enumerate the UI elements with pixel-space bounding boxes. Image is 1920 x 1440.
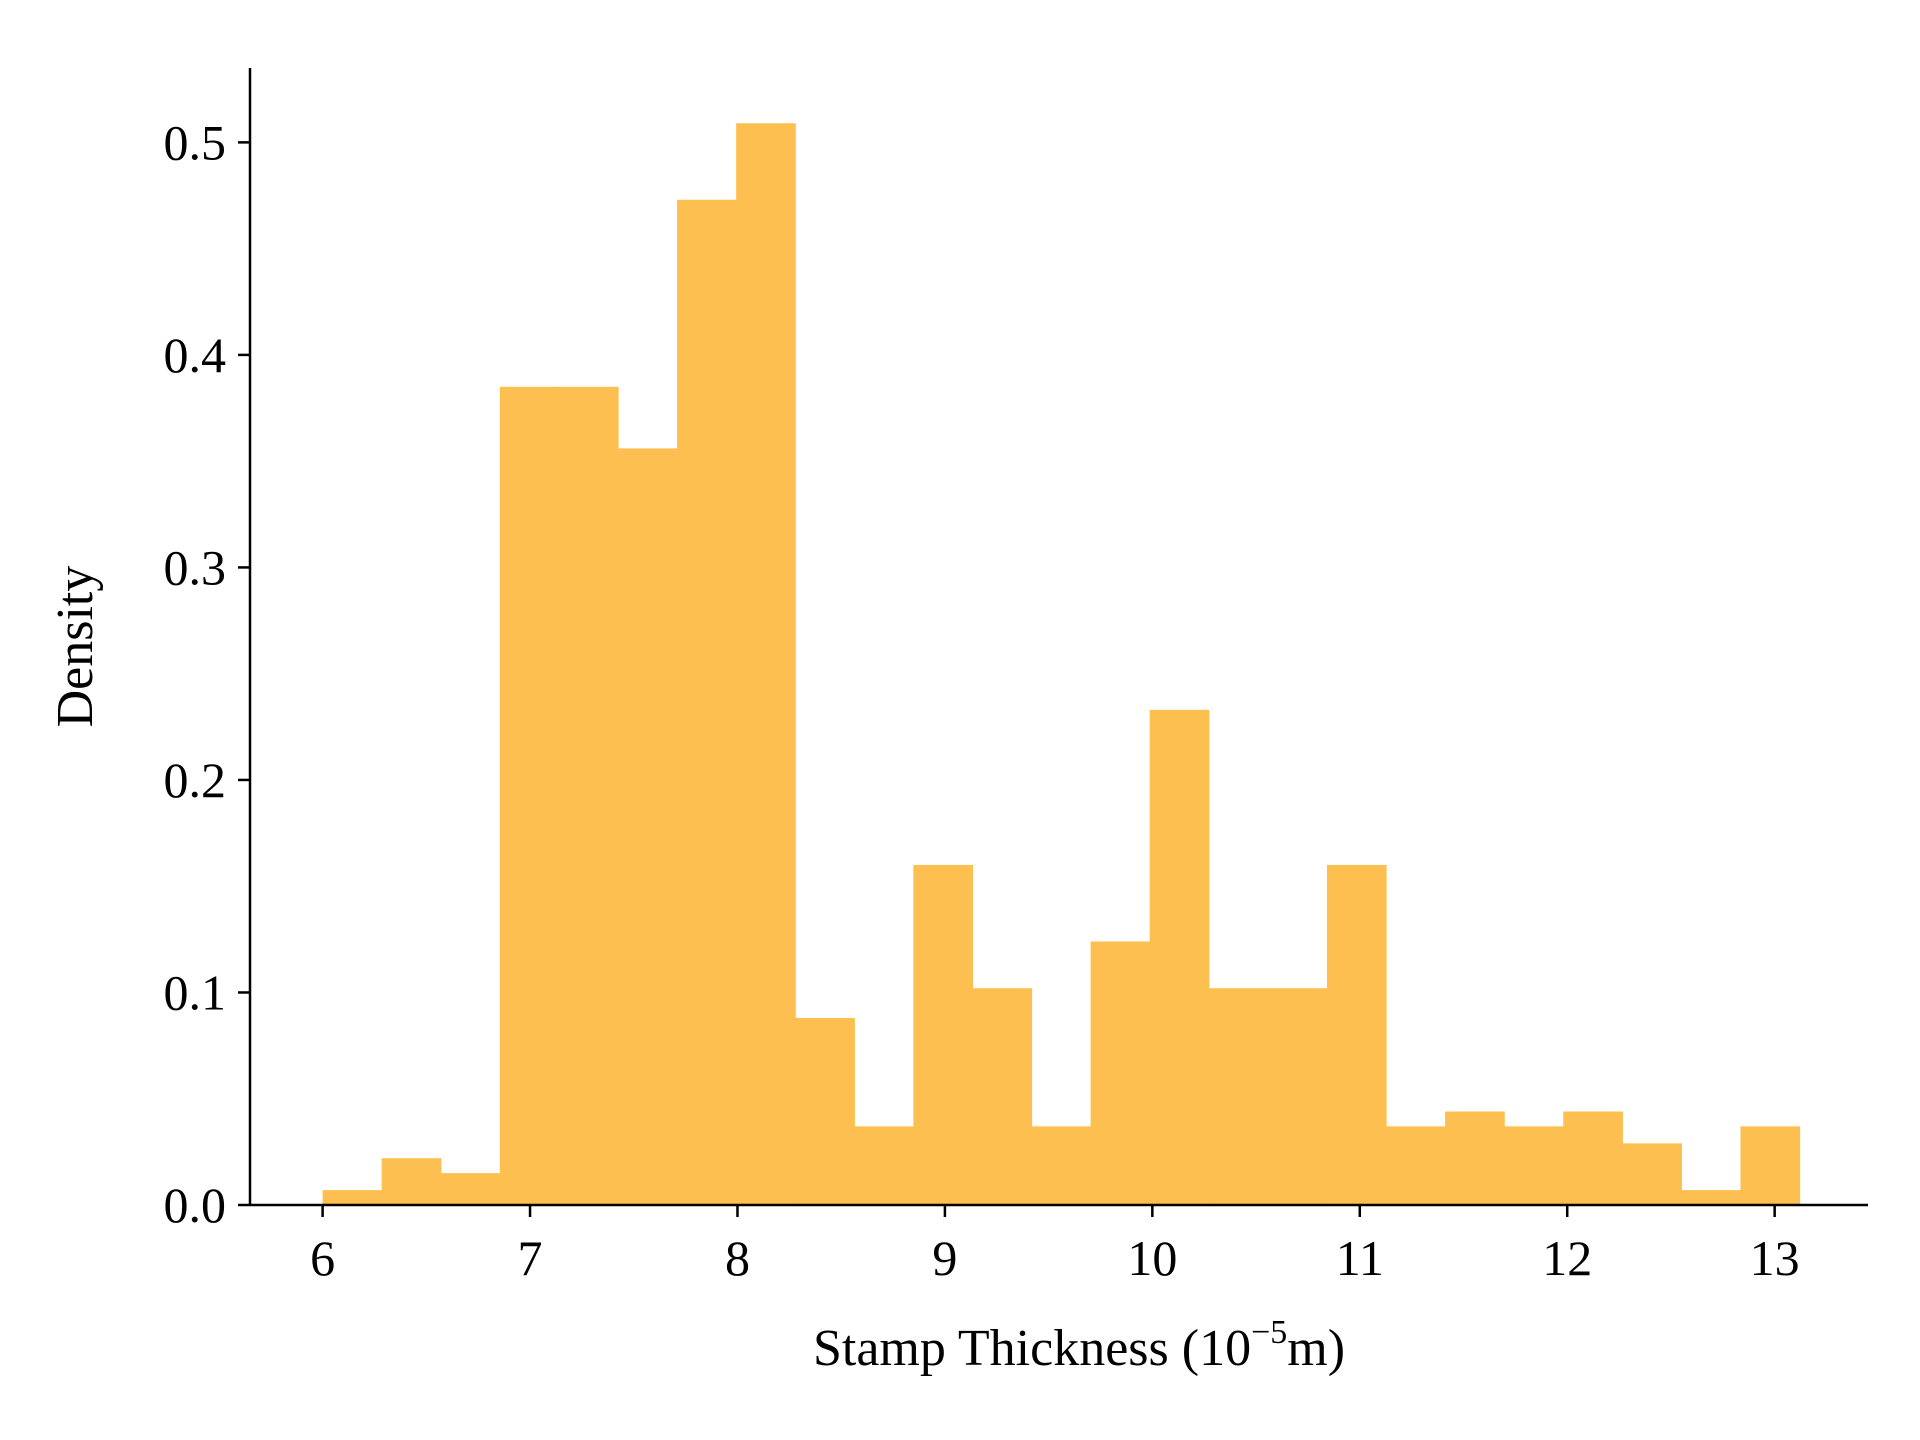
x-tick-label-13: 13: [1750, 1230, 1800, 1286]
histogram-bar-12: [1031, 1126, 1092, 1205]
histogram-bar-13: [1090, 941, 1151, 1205]
histogram-bar-21: [1563, 1111, 1623, 1205]
histogram-bar-1: [381, 1158, 442, 1205]
x-tick-label-7: 7: [518, 1230, 543, 1286]
histogram-bar-0: [322, 1190, 383, 1205]
histogram-bar-11: [972, 988, 1033, 1205]
histogram-bar-17: [1326, 864, 1387, 1205]
histogram-bar-20: [1504, 1126, 1564, 1205]
x-axis-title-suffix: m): [1287, 1320, 1345, 1377]
histogram-bar-6: [677, 199, 737, 1206]
histogram-bar-16: [1267, 988, 1328, 1205]
y-tick-label-5: 0.5: [164, 114, 227, 170]
histogram-bar-14: [1149, 709, 1210, 1205]
histogram-bar-7: [736, 123, 796, 1205]
x-tick-label-11: 11: [1336, 1230, 1384, 1286]
y-tick-label-1: 0.1: [164, 964, 227, 1020]
histogram-bar-2: [440, 1173, 501, 1205]
histogram-bars: [322, 123, 1801, 1206]
y-tick-label-2: 0.2: [164, 752, 227, 808]
x-tick-label-8: 8: [725, 1230, 750, 1286]
histogram-bar-9: [854, 1126, 914, 1205]
histogram-bar-3: [499, 386, 560, 1205]
histogram-bar-4: [558, 386, 619, 1205]
x-axis-title-main: Stamp Thickness (10: [813, 1320, 1251, 1377]
y-axis-ticks: 0.0 0.1 0.2 0.3 0.4 0.5: [164, 114, 250, 1233]
histogram-bar-19: [1445, 1111, 1505, 1205]
y-axis-title: Density: [47, 566, 104, 728]
histogram-bar-10: [913, 864, 974, 1205]
y-tick-label-4: 0.4: [164, 327, 227, 383]
x-tick-label-9: 9: [932, 1230, 957, 1286]
x-axis-title: Stamp Thickness (10−5m): [813, 1314, 1345, 1377]
histogram-bar-15: [1208, 988, 1269, 1205]
x-axis-title-exponent: −5: [1251, 1314, 1287, 1351]
x-tick-label-10: 10: [1127, 1230, 1177, 1286]
x-tick-label-12: 12: [1542, 1230, 1592, 1286]
histogram-bar-8: [795, 1017, 855, 1205]
histogram-bar-24: [1740, 1126, 1801, 1205]
histogram-bar-23: [1681, 1190, 1742, 1205]
y-tick-label-0: 0.0: [164, 1177, 227, 1233]
histogram-bar-5: [617, 448, 678, 1205]
histogram-bar-18: [1386, 1126, 1446, 1205]
y-tick-label-3: 0.3: [164, 539, 227, 595]
histogram-bar-22: [1622, 1143, 1682, 1205]
x-axis-ticks: 6 7 8 9 10 11 12 13: [310, 1205, 1800, 1286]
x-tick-label-6: 6: [310, 1230, 335, 1286]
